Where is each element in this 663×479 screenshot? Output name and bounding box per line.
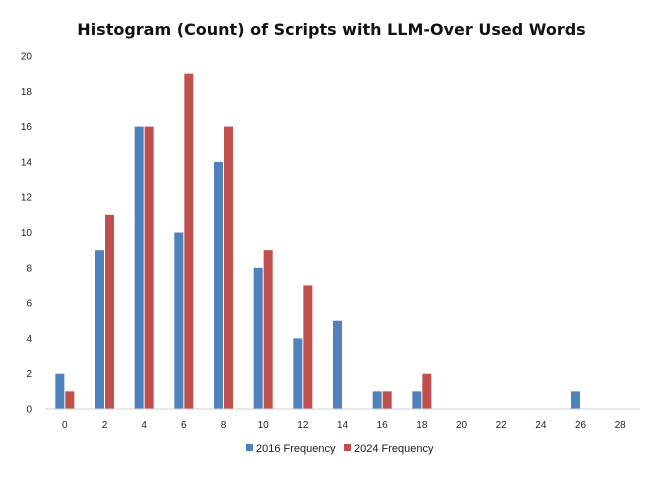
x-tick-label: 28: [615, 420, 627, 431]
x-tick-label: 10: [258, 420, 270, 431]
bar-2016-2: [95, 250, 104, 409]
x-tick-label: 20: [456, 420, 468, 431]
x-tick-label: 12: [297, 420, 309, 431]
bar-2024-16: [382, 391, 392, 409]
bar-2016-10: [253, 267, 263, 409]
bar-2024-0: [65, 391, 75, 409]
bar-2024-6: [184, 73, 194, 410]
bar-2016-4: [134, 126, 144, 409]
bar-2016-12: [293, 338, 303, 409]
y-tick-label: 16: [21, 122, 33, 133]
x-tick-label: 14: [337, 420, 349, 431]
legend: 2016 Frequency 2024 Frequency: [246, 443, 434, 455]
legend-label-2024: 2024 Frequency: [354, 443, 434, 455]
x-tick-label: 0: [62, 420, 68, 431]
bar-2024-18: [422, 373, 432, 409]
bar-2016-26: [571, 391, 580, 409]
bar-2024-10: [263, 250, 273, 409]
bar-2024-12: [303, 285, 313, 409]
x-axis-ticks: 0 2 4 6 8 10 12 14 16 18 20 22 24 26 28: [62, 420, 626, 431]
x-tick-label: 6: [181, 420, 187, 431]
x-tick-label: 2: [102, 420, 108, 431]
bar-2016-0: [55, 373, 65, 409]
x-tick-label: 8: [221, 420, 227, 431]
y-tick-label: 18: [21, 87, 33, 98]
bar-2016-16: [372, 391, 382, 409]
bar-2024-8: [224, 126, 233, 409]
x-tick-label: 24: [535, 420, 547, 431]
chart-title: Histogram (Count) of Scripts with LLM-Ov…: [77, 20, 586, 39]
bar-2024-2: [105, 214, 114, 409]
bar-2016-14: [333, 320, 342, 409]
legend-swatch-2024: [344, 444, 351, 451]
x-tick-label: 26: [575, 420, 587, 431]
y-tick-label: 6: [26, 299, 32, 310]
bar-2016-18: [412, 391, 422, 409]
y-tick-label: 2: [26, 369, 32, 380]
y-tick-label: 0: [26, 405, 32, 416]
y-tick-label: 20: [21, 52, 33, 63]
legend-swatch-2016: [246, 444, 253, 451]
y-tick-label: 4: [26, 334, 32, 345]
y-tick-label: 10: [21, 228, 33, 239]
bars: [55, 73, 580, 410]
x-tick-label: 18: [416, 420, 428, 431]
y-tick-label: 8: [26, 263, 32, 274]
x-tick-label: 22: [496, 420, 508, 431]
y-axis-ticks: 0 2 4 6 8 10 12 14 16 18 20: [21, 52, 33, 416]
bar-2024-4: [144, 126, 154, 409]
bar-2016-8: [214, 161, 223, 409]
x-tick-label: 16: [377, 420, 389, 431]
x-tick-label: 4: [141, 420, 147, 431]
legend-label-2016: 2016 Frequency: [256, 443, 336, 455]
y-tick-label: 14: [21, 157, 33, 168]
y-tick-label: 12: [21, 193, 33, 204]
bar-2016-6: [174, 232, 184, 409]
